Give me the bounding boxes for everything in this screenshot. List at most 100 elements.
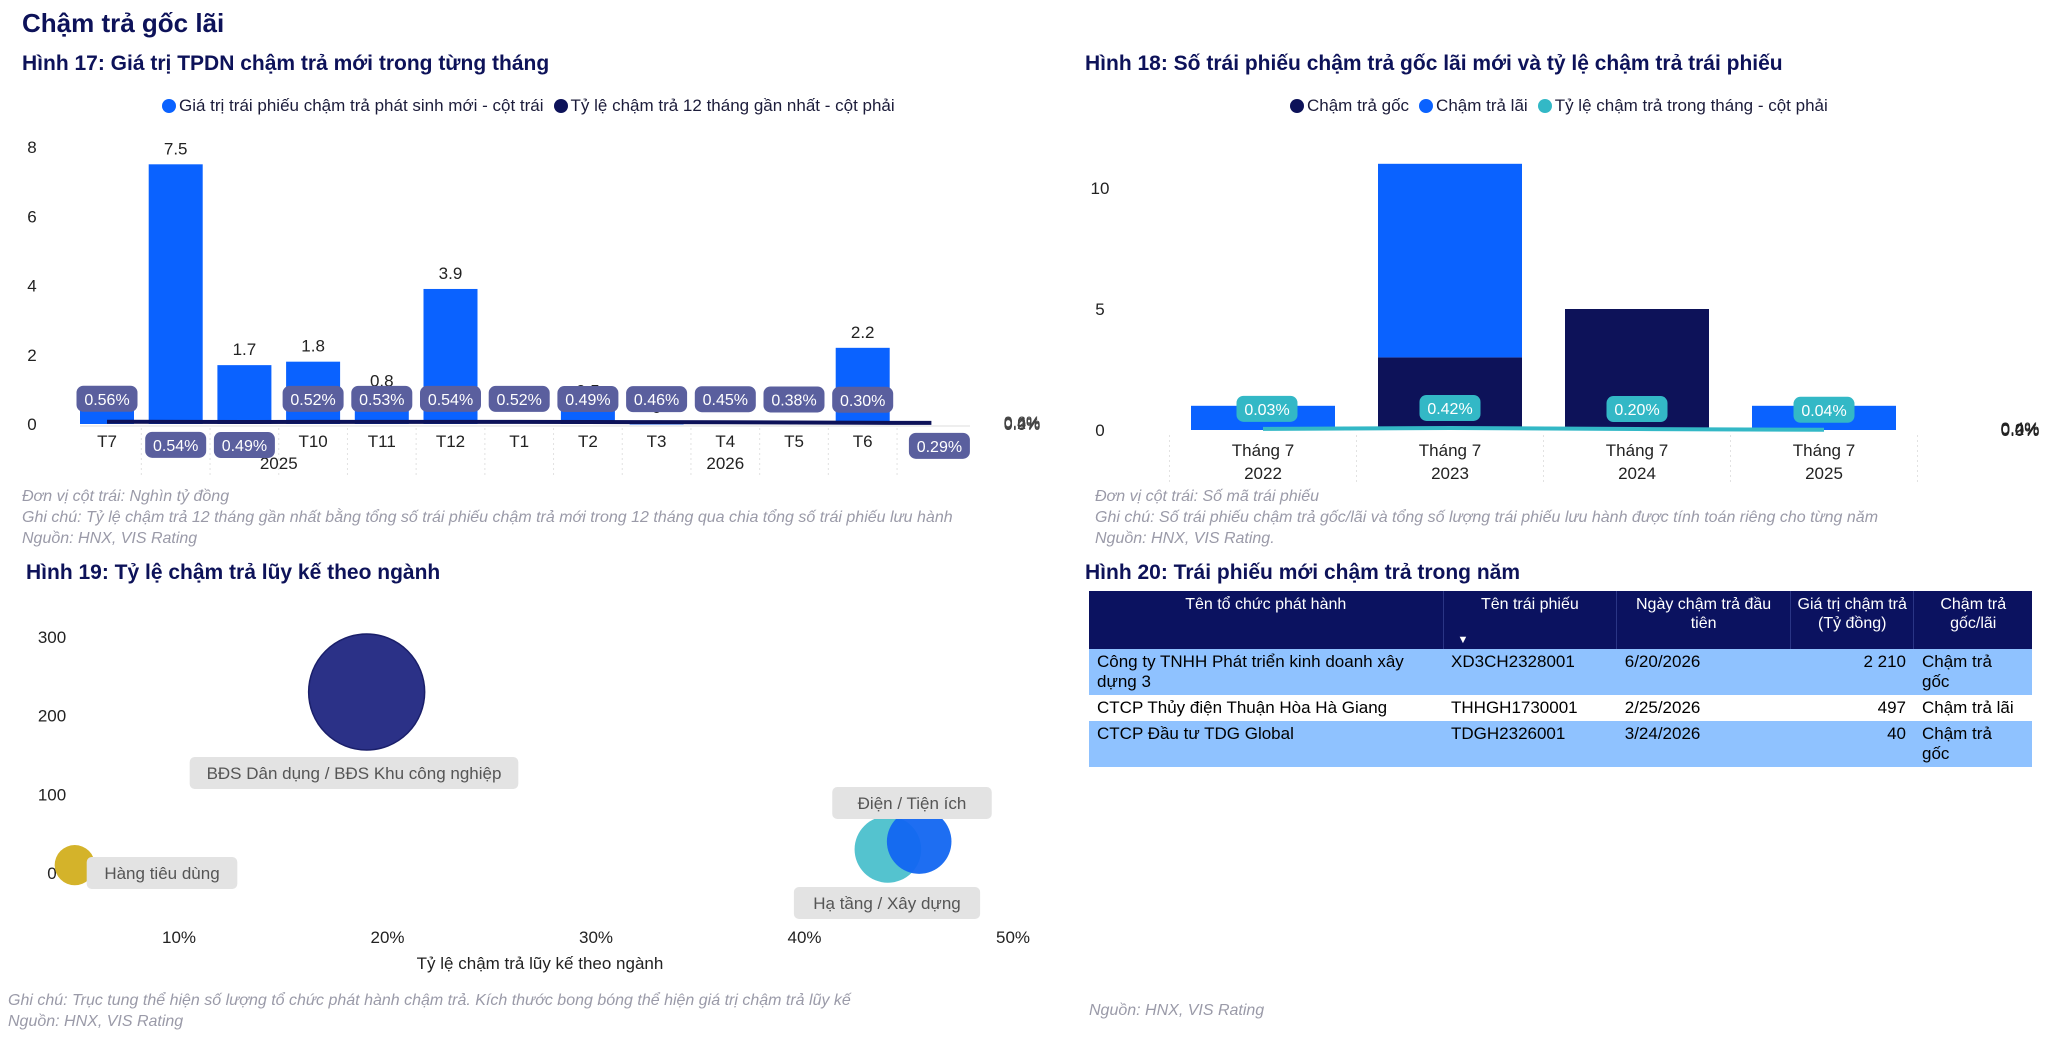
y-left-tick: 10: [1091, 179, 1110, 198]
header-label: Tên tổ chức phát hành: [1185, 596, 1347, 613]
bubble-label: Điện / Tiện ích: [858, 794, 967, 813]
legend-dot-icon: [1419, 99, 1434, 113]
fig20-source: Nguồn: HNX, VIS Rating: [1089, 1002, 1265, 1019]
fig17-legend: Giá trị trái phiếu chậm trả phát sinh mớ…: [162, 96, 905, 116]
bar-data-label: 0.8: [370, 371, 394, 390]
bar-data-label: 1.8: [301, 337, 325, 356]
fig19-notes: Ghi chú: Trục tung thể hiện số lượng tổ …: [8, 990, 851, 1032]
x-tick-label: T5: [784, 432, 804, 451]
cell-type: Chậm trả gốc: [1913, 649, 2032, 695]
header-label: Tên trái phiếu: [1480, 596, 1579, 613]
line-data-label: 0.46%: [634, 392, 679, 409]
x-tick-label: T6: [853, 432, 873, 451]
y-left-tick: 5: [1095, 300, 1104, 319]
fig20-table: Tên tổ chức phát hành Tên trái phiếu ▼ Ng…: [1089, 591, 2032, 767]
legend-label: Giá trị trái phiếu chậm trả phát sinh mớ…: [179, 96, 544, 115]
table-header-row: Tên tổ chức phát hành Tên trái phiếu ▼ Ng…: [1089, 591, 2032, 649]
year-label: 2025: [260, 454, 298, 473]
table-row[interactable]: Công ty TNHH Phát triển kinh doanh xây d…: [1089, 649, 2032, 695]
col-value-header[interactable]: Giá trị chậm trả (Tỷ đồng): [1790, 591, 1915, 649]
line-data-label-box: [832, 386, 894, 413]
cell-value: 497: [1877, 698, 1906, 717]
bar: [217, 365, 272, 424]
fig18-legend-principal: Chậm trả gốc: [1290, 96, 1409, 116]
x-tick: 50%: [996, 928, 1030, 947]
fig17-notes: Đơn vị cột trái: Nghìn tỷ đồng Ghi chú: …: [22, 486, 953, 549]
cell-value: 40: [1790, 721, 1914, 767]
table-row[interactable]: CTCP Đầu tư TDG Global TDGH2326001 3/24/…: [1089, 721, 2032, 767]
legend-label: Chậm trả gốc: [1307, 96, 1410, 115]
line-data-label: 0.54%: [428, 392, 473, 409]
y-left-tick: 2: [27, 346, 36, 365]
bar-data-label: 7.5: [164, 139, 188, 158]
header-label: Chậm trả gốc/lãi: [1940, 596, 2007, 632]
bar-interest: [1378, 163, 1522, 358]
x-tick-label: 2023: [1431, 464, 1469, 483]
table-row[interactable]: CTCP Thủy điện Thuận Hòa Hà Giang THHGH1…: [1089, 695, 2032, 721]
y-right-tick: 0.4%: [2001, 419, 2040, 438]
y-left-tick: 6: [27, 207, 36, 226]
line-data-label-box: [420, 385, 481, 412]
cell-issuer: Công ty TNHH Phát triển kinh doanh xây d…: [1089, 649, 1443, 695]
fig18-title: Hình 18: Số trái phiếu chậm trả gốc lãi …: [1085, 52, 1783, 75]
fig18-notes: Đơn vị cột trái: Số mã trái phiếu Ghi ch…: [1095, 486, 1878, 549]
header-label: Giá trị chậm trả (Tỷ đồng): [1797, 596, 1907, 632]
cell-type: Chậm trả gốc: [1913, 721, 2032, 767]
fig17-legend-line: Tỷ lệ chậm trả 12 tháng gần nhất - cột p…: [553, 96, 895, 116]
cell-bond: TDGH2326001: [1443, 721, 1617, 767]
line-data-label-box: [488, 385, 550, 412]
x-tick-label: 2025: [1805, 464, 1843, 483]
line-data-label-box: [1236, 395, 1298, 422]
bar: [148, 164, 203, 424]
line-data-label: 0.30%: [840, 393, 885, 410]
line-data-label: 0.49%: [565, 392, 610, 409]
legend-dot-icon: [553, 99, 568, 113]
line-data-label: 0.04%: [1801, 403, 1846, 420]
y-right-tick: 0.6%: [1004, 415, 1040, 432]
fig18-note: Ghi chú: Số trái phiếu chậm trả gốc/lãi …: [1095, 509, 1879, 526]
line-data-label: 0.45%: [703, 392, 748, 409]
y-tick: 0: [47, 864, 56, 883]
x-tick: 20%: [370, 928, 404, 947]
fig18-unit-note: Đơn vị cột trái: Số mã trái phiếu: [1095, 488, 1319, 505]
col-date-header[interactable]: Ngày chậm trả đầu tiên: [1616, 591, 1791, 649]
fig19-title: Hình 19: Tỷ lệ chậm trả lũy kế theo ngàn…: [26, 561, 441, 584]
rate-line: [106, 419, 932, 425]
legend-label: Chậm trả lãi: [1436, 96, 1528, 115]
x-tick-label: 2022: [1244, 464, 1282, 483]
y-right-tick: 0.0%: [2001, 421, 2040, 440]
x-tick-label: T1: [509, 432, 529, 451]
fig17-title: Hình 17: Giá trị TPDN chậm trả mới trong…: [22, 52, 550, 75]
x-tick-label: 2024: [1618, 464, 1656, 483]
cell-bond: THHGH1730001: [1451, 698, 1578, 717]
fig19-chart: 0 100 200 300 10% 20% 30% 40% 50% Tỷ lệ chậm trả …: [38, 628, 1030, 973]
line-data-label-box: [626, 386, 688, 413]
cell-bond: XD3CH2328001: [1443, 649, 1617, 695]
filter-dropdown-icon[interactable]: ▼: [1457, 634, 1469, 646]
x-tick: 40%: [787, 928, 821, 947]
fig17-chart: 024680.0%0.2%0.4%0.6%T7T8T9T10T11T12T1T2…: [27, 138, 1040, 475]
page-title: Chậm trả gốc lãi: [22, 8, 225, 38]
line-data-label: 0.52%: [497, 392, 542, 409]
bar-data-label: 2.2: [851, 323, 875, 342]
cell-issuer: CTCP Đầu tư TDG Global: [1089, 721, 1443, 767]
legend-dot-icon: [1290, 99, 1304, 113]
line-data-label-box: [213, 432, 275, 459]
col-bond-header[interactable]: Tên trái phiếu ▼: [1443, 591, 1618, 649]
line-data-label-box: [1606, 396, 1668, 423]
fig17-note: Ghi chú: Tỷ lệ chậm trả 12 tháng gần nhấ…: [22, 509, 953, 526]
legend-label: Tỷ lệ chậm trả trong tháng - cột phải: [1554, 96, 1828, 115]
fig18-source: Nguồn: HNX, VIS Rating.: [1095, 530, 1275, 547]
bubble-label-box: [189, 757, 519, 789]
cell-date: 6/20/2026: [1616, 649, 1791, 695]
cell-type: Chậm trả lãi: [1921, 698, 2014, 717]
line-data-label-box: [351, 385, 413, 412]
fig20-title: Hình 20: Trái phiếu mới chậm trả trong n…: [1085, 561, 1521, 584]
col-issuer-header[interactable]: Tên tổ chức phát hành: [1089, 591, 1444, 649]
y-left-tick: 8: [27, 138, 36, 157]
line-data-label-box: [694, 386, 756, 413]
bubble-label-box: [86, 857, 238, 889]
col-type-header[interactable]: Chậm trả gốc/lãi: [1913, 591, 2032, 649]
x-tick-label: T12: [436, 432, 465, 451]
line-data-label: 0.42%: [1427, 401, 1472, 418]
